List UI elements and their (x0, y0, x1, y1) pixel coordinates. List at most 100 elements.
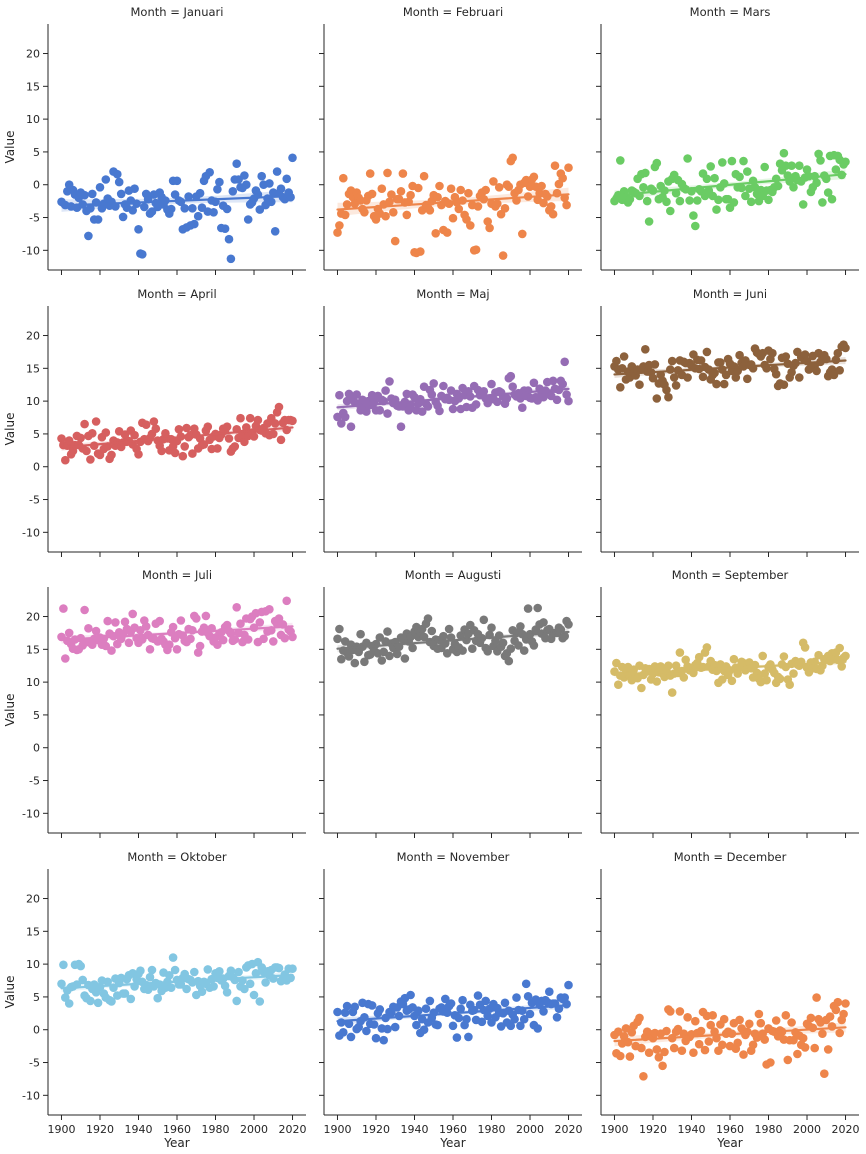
data-point (439, 382, 448, 391)
data-point (505, 182, 514, 191)
data-point (789, 669, 798, 678)
data-point (464, 1033, 473, 1042)
data-point (743, 167, 752, 176)
facet-title: Month = Juni (693, 287, 767, 301)
data-point (676, 197, 685, 206)
data-point (275, 403, 284, 412)
data-point (503, 394, 512, 403)
data-point (347, 1033, 356, 1042)
data-point (94, 999, 103, 1008)
x-tick-label: 1940 (124, 1123, 152, 1136)
data-point (223, 205, 232, 214)
y-tick-label: 20 (26, 611, 40, 624)
data-point (385, 652, 394, 661)
facet-title: Month = December (674, 850, 787, 864)
data-point (215, 967, 224, 976)
y-tick-label: -5 (29, 1057, 40, 1070)
data-point (772, 370, 781, 379)
y-tick-label: 10 (26, 395, 40, 408)
y-tick-label: -10 (22, 1089, 40, 1102)
x-tick-label: 2000 (793, 1123, 821, 1136)
data-point (662, 1027, 671, 1036)
data-point (61, 654, 70, 663)
data-point (267, 198, 276, 207)
data-point (246, 980, 255, 989)
data-point (288, 154, 297, 163)
y-tick-label: -5 (29, 494, 40, 507)
data-point (755, 1010, 764, 1019)
data-point (481, 997, 490, 1006)
data-point (524, 386, 533, 395)
x-tick-label: 1900 (47, 1123, 75, 1136)
data-point (140, 203, 149, 212)
data-point (835, 644, 844, 653)
x-tick-label: 1920 (362, 1123, 390, 1136)
data-point (171, 449, 180, 458)
data-point (225, 434, 234, 443)
data-point (768, 349, 777, 358)
data-point (841, 158, 850, 167)
data-point (487, 380, 496, 389)
data-point (255, 997, 264, 1006)
facet-title: Month = April (137, 287, 216, 301)
data-point (383, 627, 392, 636)
data-point (757, 1019, 766, 1028)
data-point (255, 618, 264, 627)
data-point (76, 434, 85, 443)
data-point (458, 646, 467, 655)
data-point (406, 191, 415, 200)
data-point (127, 995, 136, 1004)
data-point (564, 620, 573, 629)
data-point (745, 1020, 754, 1029)
data-point (84, 232, 93, 241)
y-axis-label: Value (3, 976, 17, 1009)
data-point (335, 625, 344, 634)
data-point (720, 380, 729, 389)
facet-title: Month = November (397, 850, 510, 864)
data-point (706, 162, 715, 171)
data-point (493, 199, 502, 208)
data-point (169, 623, 178, 632)
data-point (234, 968, 243, 977)
data-point (337, 655, 346, 664)
data-point (485, 224, 494, 233)
data-point (818, 198, 827, 207)
x-tick-label: 1960 (439, 1123, 467, 1136)
data-point (271, 227, 280, 236)
data-point (80, 420, 89, 429)
data-point (244, 635, 253, 644)
data-point (810, 1044, 819, 1053)
facet-april: Month = April-10-505101520Value (3, 287, 306, 557)
data-point (662, 198, 671, 207)
data-point (676, 648, 685, 657)
data-point (209, 208, 218, 217)
data-point (244, 215, 253, 224)
data-point (59, 961, 68, 970)
data-point (231, 442, 240, 451)
data-point (780, 380, 789, 389)
data-point (560, 358, 569, 367)
data-point (65, 629, 74, 638)
data-point (121, 618, 130, 627)
data-point (835, 1029, 844, 1038)
data-point (360, 208, 369, 217)
data-point (472, 245, 481, 254)
y-tick-label: 5 (33, 991, 40, 1004)
data-point (614, 680, 623, 689)
data-point (787, 161, 796, 170)
data-point (142, 420, 151, 429)
data-point (539, 618, 548, 627)
data-point (764, 196, 773, 205)
data-point (832, 1006, 841, 1015)
data-point (397, 422, 406, 431)
x-tick-label: 1980 (478, 1123, 506, 1136)
data-point (499, 639, 508, 648)
data-point (760, 163, 769, 172)
y-tick-label: -10 (22, 526, 40, 539)
data-point (699, 373, 708, 382)
data-point (708, 1011, 717, 1020)
facet-september: Month = September (596, 568, 859, 838)
data-point (134, 450, 143, 459)
data-point (209, 982, 218, 991)
data-point (277, 184, 286, 193)
